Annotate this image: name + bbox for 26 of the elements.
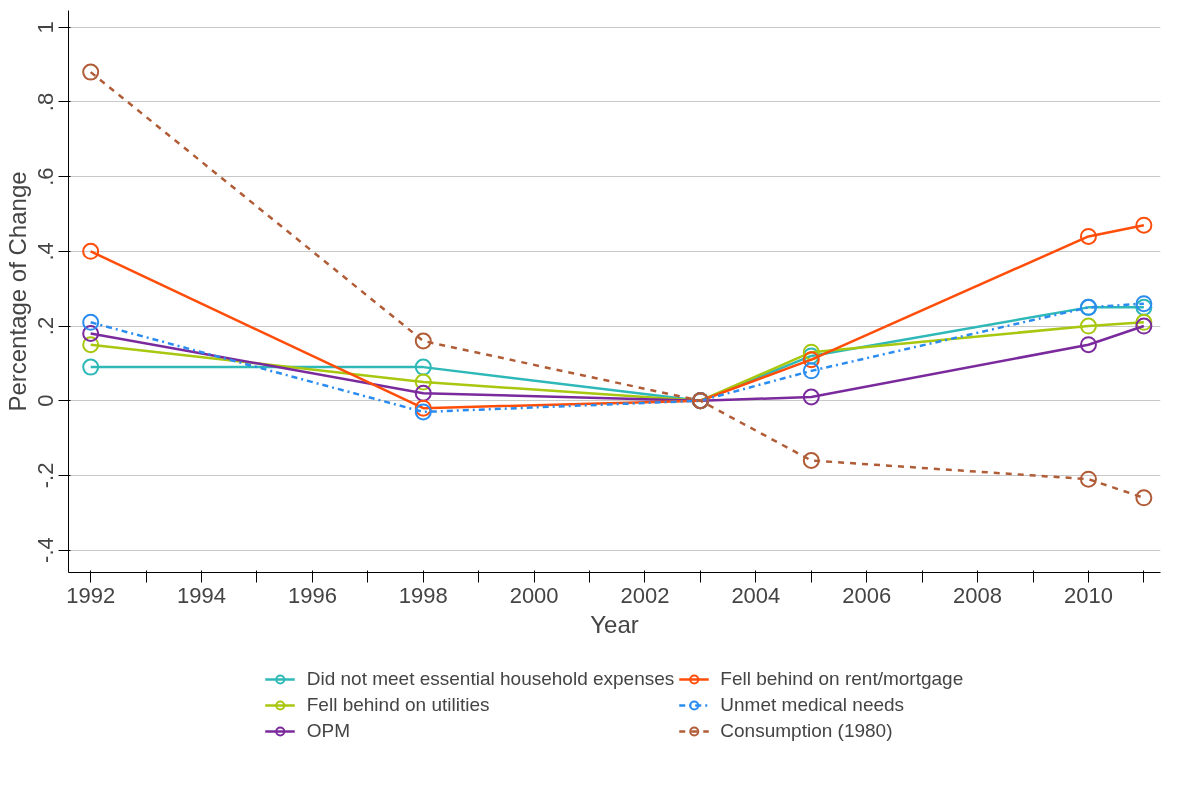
y-tick-label: 1 <box>33 21 59 34</box>
x-tick-label: 2000 <box>509 582 559 608</box>
x-tick-label: 2008 <box>953 582 1003 608</box>
x-tick-label: 2002 <box>620 582 670 608</box>
legend-label: OPM <box>306 720 351 742</box>
legend-label: Fell behind on rent/mortgage <box>720 668 964 690</box>
x-tick-label: 2006 <box>842 582 892 608</box>
x-tick-label: 1998 <box>398 582 448 608</box>
y-tick-label: .2 <box>33 316 59 336</box>
x-axis-title: Year <box>590 610 639 638</box>
x-tick-label: 1992 <box>66 582 116 608</box>
y-tick-label: 0 <box>33 394 59 407</box>
legend-label: Unmet medical needs <box>720 694 905 716</box>
x-tick-label: 2004 <box>731 582 781 608</box>
y-axis-title: Percentage of Change <box>3 171 31 412</box>
legend-label: Consumption (1980) <box>720 720 893 742</box>
y-tick-label: .4 <box>33 242 59 261</box>
y-tick-label: .6 <box>33 167 59 186</box>
x-tick-label: 2010 <box>1063 582 1113 608</box>
x-tick-label: 1994 <box>177 582 227 608</box>
y-tick-label: .8 <box>33 92 59 112</box>
y-tick-label: -.4 <box>33 537 59 563</box>
legend-label: Did not meet essential household expenses <box>306 668 675 690</box>
y-tick-label: -.2 <box>33 462 59 489</box>
x-tick-label: 1996 <box>287 582 337 608</box>
legend-label: Fell behind on utilities <box>306 694 490 716</box>
